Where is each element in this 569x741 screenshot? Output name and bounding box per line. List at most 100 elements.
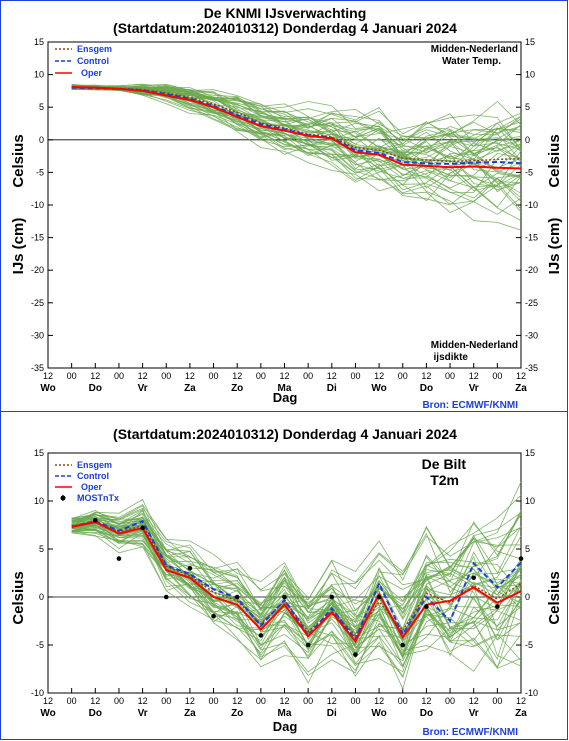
legend-control-label: Control xyxy=(77,56,109,66)
mostntx-point xyxy=(234,594,240,600)
y-tick-label-left: -10 xyxy=(31,200,44,210)
ensemble-member-line xyxy=(71,85,522,191)
series-line-oper xyxy=(71,86,522,170)
y-tick-label-right: 10 xyxy=(525,70,535,80)
x-tick-label-hour: 12 xyxy=(185,696,195,706)
x-tick-label-hour: 00 xyxy=(492,371,502,381)
x-tick-label-day: Vr xyxy=(469,708,479,719)
x-tick-label-hour: 12 xyxy=(327,696,337,706)
ensemble-member-line xyxy=(71,87,522,202)
y-tick-label-right: -15 xyxy=(525,233,538,243)
y-tick-label-left: -20 xyxy=(31,265,44,275)
y-tick-label-right: 15 xyxy=(525,37,535,47)
series-line-ensgem xyxy=(71,86,522,163)
x-tick-label-day: Do xyxy=(420,708,433,719)
region-label-ice: Midden-Nederland xyxy=(431,340,518,351)
x-tick-label-hour: 12 xyxy=(232,696,242,706)
mostntx-point xyxy=(305,642,311,648)
ice-forecast-panel: 15 15 10 10 5 5 0 0 -5 -5 -10 -10 -15 -15 -20 -20 -25 -25… xyxy=(0,0,568,412)
ensemble-member-line xyxy=(71,87,522,164)
x-tick-label-hour: 12 xyxy=(516,371,526,381)
mostntx-point xyxy=(471,575,477,581)
ensemble-member-line xyxy=(71,528,522,654)
x-tick-label-hour: 00 xyxy=(303,696,313,706)
legend-ensgem-label: Ensgem xyxy=(77,44,112,54)
y-axis-label-left: Celsius xyxy=(10,571,27,624)
y-tick-label-left: -25 xyxy=(31,298,44,308)
ensemble-member-line xyxy=(71,514,522,635)
y-tick-label-right: -25 xyxy=(525,298,538,308)
ensemble-member-line xyxy=(71,86,522,161)
x-tick-label-hour: 12 xyxy=(421,371,431,381)
variable-label: T2m xyxy=(430,472,459,488)
ensemble-member-line xyxy=(71,86,522,161)
chart-subtitle: (Startdatum:2024010312) Donderdag 4 Janu… xyxy=(113,20,457,36)
ensemble-member-line xyxy=(71,526,522,660)
y-tick-label-left: 15 xyxy=(34,448,44,458)
y-tick-label-right: -10 xyxy=(525,688,538,698)
mostntx-point xyxy=(400,642,406,648)
x-tick-label-hour: 00 xyxy=(350,371,360,381)
y-tick-label-left: 0 xyxy=(39,592,44,602)
x-tick-label-hour: 00 xyxy=(303,371,313,381)
y-tick-label-left: 5 xyxy=(39,102,44,112)
mostntx-point xyxy=(140,525,145,531)
x-tick-label-hour: 00 xyxy=(492,696,502,706)
y-axis-label-right-celsius: Celsius xyxy=(546,134,563,187)
ensemble-member-line xyxy=(71,84,522,148)
y-tick-label-right: 0 xyxy=(525,592,530,602)
y-tick-label-left: -35 xyxy=(31,363,44,373)
x-tick-label-day: Wo xyxy=(371,383,386,394)
water-temp-label: Water Temp. xyxy=(442,56,501,67)
mostntx-point xyxy=(116,556,122,561)
mostntx-point xyxy=(163,594,169,600)
y-tick-label-right: 15 xyxy=(525,448,535,458)
x-tick-label-hour: 12 xyxy=(90,371,100,381)
legend-bottom: Ensgem Control Oper MOSTnTx xyxy=(55,460,119,503)
x-tick-label-day: Di xyxy=(327,708,337,719)
x-tick-label-hour: 12 xyxy=(374,696,384,706)
x-tick-label-day: Do xyxy=(420,383,433,394)
x-tick-label-hour: 00 xyxy=(398,371,408,381)
y-tick-label-right: -35 xyxy=(525,363,538,373)
x-tick-label-hour: 12 xyxy=(279,371,289,381)
ensemble-member-line xyxy=(71,85,522,150)
legend-control-label: Control xyxy=(77,471,109,481)
x-tick-label-hour: 12 xyxy=(232,371,242,381)
mostntx-point xyxy=(353,652,358,657)
x-tick-label-day: Do xyxy=(89,708,102,719)
ensemble-member-line xyxy=(71,89,522,221)
mostntx-point xyxy=(376,594,382,600)
region-label: Midden-Nederland xyxy=(431,44,518,55)
x-axis-label: Dag xyxy=(273,390,298,405)
ensemble-member-line xyxy=(71,87,522,215)
x-tick-label-hour: 00 xyxy=(209,696,219,706)
station-label: De Bilt xyxy=(422,456,467,472)
ensemble-member-line xyxy=(71,512,522,628)
x-tick-label-hour: 12 xyxy=(469,696,479,706)
ensemble-member-line xyxy=(71,495,522,647)
x-tick-label-day: Zo xyxy=(231,383,243,394)
y-tick-label-left: -30 xyxy=(31,330,44,340)
ice-thickness-label: ijsdikte xyxy=(434,352,469,363)
series-line-control xyxy=(71,519,522,642)
y-axis-label-left-ice: IJs (cm) xyxy=(10,218,27,275)
ensemble-member-line xyxy=(71,86,522,154)
ensemble-member-line xyxy=(71,87,522,194)
mostntx-point xyxy=(282,594,287,600)
y-tick-label-left: 15 xyxy=(34,37,44,47)
y-tick-label-left: -15 xyxy=(31,233,44,243)
y-tick-label-left: 10 xyxy=(34,496,44,506)
legend-oper-label: Oper xyxy=(81,482,103,492)
ensemble-member-line xyxy=(71,85,522,147)
x-tick-label-hour: 12 xyxy=(469,371,479,381)
x-tick-label-hour: 00 xyxy=(67,696,77,706)
legend-oper-label: Oper xyxy=(81,68,103,78)
x-tick-label-hour: 12 xyxy=(421,696,431,706)
chart-title-bottom: (Startdatum:2024010312) Donderdag 4 Janu… xyxy=(113,426,457,442)
x-tick-label-hour: 00 xyxy=(398,696,408,706)
y-tick-label-right: -5 xyxy=(525,167,533,177)
series-line-oper xyxy=(71,521,522,644)
